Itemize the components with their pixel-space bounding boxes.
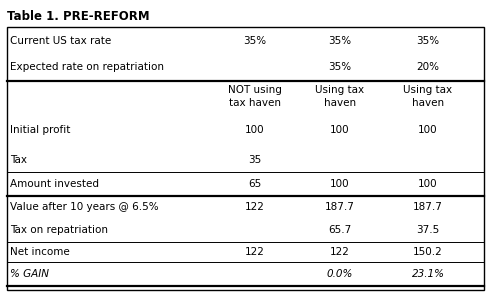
Text: 65: 65	[248, 179, 262, 189]
Text: 100: 100	[418, 179, 438, 189]
Text: Tax: Tax	[10, 155, 27, 165]
Text: Tax on repatriation: Tax on repatriation	[10, 225, 108, 235]
Text: 0.0%: 0.0%	[327, 269, 353, 279]
Text: 122: 122	[245, 247, 265, 257]
Text: 100: 100	[330, 125, 350, 135]
Text: Initial profit: Initial profit	[10, 125, 70, 135]
Text: Current US tax rate: Current US tax rate	[10, 35, 111, 45]
Text: NOT using
tax haven: NOT using tax haven	[228, 85, 282, 108]
Text: 37.5: 37.5	[416, 225, 439, 235]
Text: 35%: 35%	[328, 63, 352, 73]
Text: 100: 100	[418, 125, 438, 135]
Text: Net income: Net income	[10, 247, 70, 257]
Text: 122: 122	[245, 202, 265, 212]
Text: 100: 100	[245, 125, 265, 135]
Bar	[7, 27, 484, 290]
Text: 35%: 35%	[244, 35, 267, 45]
Text: Value after 10 years @ 6.5%: Value after 10 years @ 6.5%	[10, 202, 159, 212]
Text: 100: 100	[330, 179, 350, 189]
Text: 187.7: 187.7	[325, 202, 355, 212]
Text: 65.7: 65.7	[328, 225, 352, 235]
Text: 122: 122	[330, 247, 350, 257]
Text: 150.2: 150.2	[413, 247, 443, 257]
Text: 35%: 35%	[416, 35, 439, 45]
Text: Amount invested: Amount invested	[10, 179, 99, 189]
Text: Using tax
haven: Using tax haven	[404, 85, 453, 108]
Text: 187.7: 187.7	[413, 202, 443, 212]
Text: Table 1. PRE-REFORM: Table 1. PRE-REFORM	[7, 10, 150, 23]
Text: 20%: 20%	[416, 63, 439, 73]
Text: Expected rate on repatriation: Expected rate on repatriation	[10, 63, 164, 73]
Text: % GAIN: % GAIN	[10, 269, 49, 279]
Text: 23.1%: 23.1%	[411, 269, 444, 279]
Text: Using tax
haven: Using tax haven	[315, 85, 364, 108]
Text: 35%: 35%	[328, 35, 352, 45]
Text: 35: 35	[248, 155, 262, 165]
